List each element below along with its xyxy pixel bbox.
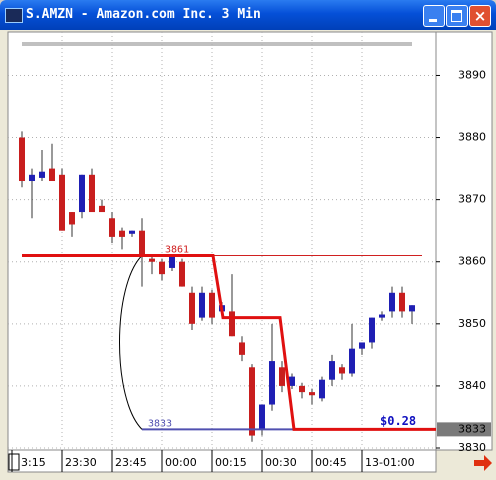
x-tick-label: 23:45 <box>115 456 147 469</box>
candle-body <box>69 212 75 225</box>
price-axis <box>435 31 493 451</box>
candle-body <box>329 361 335 380</box>
y-tick-label: 3840 <box>458 379 486 392</box>
candle-body <box>39 171 45 178</box>
candle-body <box>359 342 365 349</box>
price-highlight <box>437 422 491 437</box>
candle-body <box>299 385 305 393</box>
x-tick-label: 00:00 <box>165 456 197 469</box>
candle-body <box>339 367 345 374</box>
candle-body <box>269 361 275 405</box>
y-tick-label: 3860 <box>458 255 486 268</box>
candle-body <box>199 292 205 318</box>
candle-body <box>239 342 245 355</box>
candle-body <box>159 261 165 275</box>
trail-line <box>22 254 436 431</box>
candle-body <box>179 261 185 287</box>
candle-body <box>389 292 395 312</box>
x-tick-label: 00:15 <box>215 456 247 469</box>
y-tick-label: 3880 <box>458 131 486 144</box>
candle-body <box>49 168 55 182</box>
x-tick-label: 00:30 <box>265 456 297 469</box>
y-tick-label: 3890 <box>458 68 486 81</box>
candle-body <box>369 317 375 343</box>
window-icon[interactable] <box>5 8 23 23</box>
y-tick-label: 3870 <box>458 193 486 206</box>
bracket <box>119 255 143 430</box>
candle-body <box>19 137 25 182</box>
candle-body <box>379 314 385 318</box>
time-axis <box>7 449 437 473</box>
level-label: 3861 <box>165 245 189 256</box>
chart: 3830 3840 3850 3860 3870 3880 3890 3:15 23:30 23:… <box>0 30 496 480</box>
plot-area <box>7 31 437 451</box>
candle-body <box>289 376 295 386</box>
candle-body <box>279 367 285 386</box>
x-tick-label: 00:45 <box>315 456 347 469</box>
candle-body <box>59 174 65 231</box>
candle-body <box>189 292 195 324</box>
scroll-box[interactable] <box>8 453 20 471</box>
candle-body <box>169 255 175 268</box>
x-tick-label: 13-01:00 <box>365 456 415 469</box>
minimize-button[interactable] <box>423 5 445 27</box>
candle-body <box>399 292 405 312</box>
candle-body <box>79 174 85 213</box>
scroll-arrow[interactable] <box>474 455 492 471</box>
candle-body <box>149 258 155 262</box>
candle-body <box>209 292 215 318</box>
maximize-button[interactable] <box>446 5 468 27</box>
candle-body <box>259 404 265 430</box>
candle-body <box>119 230 125 237</box>
y-tick-label: 3850 <box>458 317 486 330</box>
candle-body <box>29 174 35 182</box>
candle-body <box>229 311 235 337</box>
window-title: S.AMZN - Amazon.com Inc. 3 Min <box>26 7 261 22</box>
candle-body <box>249 367 255 436</box>
title-bar: S.AMZN - Amazon.com Inc. 3 Min × <box>0 0 496 30</box>
x-tick-label: 23:30 <box>65 456 97 469</box>
candle-body <box>109 218 115 237</box>
candle-body <box>319 379 325 399</box>
candle-body <box>309 392 315 396</box>
candle-body <box>99 205 105 213</box>
candle-body <box>409 305 415 312</box>
y-tick-label: 3830 <box>458 441 486 454</box>
price-highlight-label: 3833 <box>458 422 486 435</box>
x-tick-label: 3:15 <box>21 456 46 469</box>
candle-body <box>139 230 145 256</box>
candle-body <box>129 230 135 234</box>
level-label: 3833 <box>148 418 172 429</box>
candle-body <box>349 348 355 374</box>
close-button[interactable]: × <box>469 5 491 27</box>
profit-label: $0.28 <box>380 414 416 428</box>
candle-body <box>89 174 95 213</box>
